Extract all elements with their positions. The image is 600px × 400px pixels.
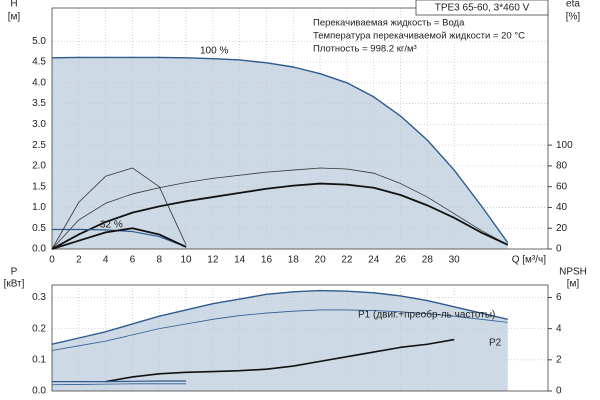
x-tick-label: 12 [207, 255, 219, 266]
x-tick-label: 14 [234, 255, 246, 266]
x-axis-label: Q [м³/ч] [512, 255, 547, 266]
curve [51, 167, 508, 250]
y2-tick-label: 0 [556, 244, 562, 255]
plot-frame [51, 284, 549, 392]
curve [51, 227, 187, 250]
x-tick-label: 6 [130, 255, 136, 266]
x-tick-label: 10 [180, 255, 192, 266]
y2-tick-label: 0 [556, 386, 562, 397]
y2-tick-label: 20 [556, 223, 568, 234]
x-tick-label: 18 [288, 255, 300, 266]
y2-axis-unit: [м] [567, 279, 580, 290]
y-tick-label: 0.2 [32, 323, 46, 334]
curve [51, 383, 187, 386]
x-tick-label: 20 [315, 255, 327, 266]
info-line: Температура перекачиваемой жидкости = 20… [313, 31, 525, 42]
y-tick-label: 0.1 [32, 354, 46, 365]
curve [51, 56, 509, 244]
y2-axis-unit: [%] [566, 12, 581, 23]
y-tick-label: 1.5 [32, 181, 46, 192]
annotation: 100 % [200, 46, 228, 57]
curve [51, 289, 508, 345]
y2-tick-label: 80 [556, 161, 568, 172]
y-axis-label: P [11, 267, 18, 278]
chart-title: TPE3 65-60, 3*460 V [435, 3, 530, 14]
y-tick-label: 3.5 [32, 98, 46, 109]
y-tick-label: 0.3 [32, 292, 46, 303]
y-tick-label: 1.0 [32, 202, 46, 213]
annotation: P2 [489, 338, 502, 349]
y-tick-label: 0.0 [32, 244, 46, 255]
y-tick-label: 5.0 [32, 36, 46, 47]
y2-axis-label: eta [566, 0, 580, 10]
y2-tick-label: 6 [556, 292, 562, 303]
y2-tick-label: 60 [556, 181, 568, 192]
y2-tick-label: 40 [556, 202, 568, 213]
y2-axis-label: NPSH [559, 267, 587, 278]
x-tick-label: 8 [156, 255, 162, 266]
y-tick-label: 3.0 [32, 119, 46, 130]
curve [51, 309, 508, 351]
x-tick-label: 2 [76, 255, 82, 266]
y-tick-label: 0.5 [32, 223, 46, 234]
title-box [415, 0, 549, 16]
y-axis-unit: [кВт] [4, 279, 25, 290]
curve [105, 338, 455, 383]
x-tick-label: 26 [395, 255, 407, 266]
y-tick-label: 4.5 [32, 57, 46, 68]
x-tick-label: 24 [368, 255, 380, 266]
info-line: Плотность = 998.2 кг/м³ [313, 44, 417, 55]
y-tick-label: 2.0 [32, 161, 46, 172]
info-line: Перекачиваемая жидкость = Вода [313, 18, 465, 29]
x-tick-label: 30 [449, 255, 461, 266]
curve [52, 380, 187, 383]
y-tick-label: 4.0 [32, 77, 46, 88]
y-axis-unit: [м] [8, 12, 21, 23]
x-tick-label: 28 [422, 255, 434, 266]
x-tick-label: 16 [261, 255, 273, 266]
y2-tick-label: 4 [556, 323, 562, 334]
y-axis-label: H [10, 0, 17, 10]
x-tick-label: 22 [341, 255, 353, 266]
x-tick-label: 4 [103, 255, 109, 266]
y2-tick-label: 100 [556, 140, 573, 151]
annotation: P1 (двиг.+преобр-ль частоты) [358, 309, 495, 321]
y-tick-label: 2.5 [32, 140, 46, 151]
curve [51, 182, 509, 250]
x-tick-label: 0 [49, 255, 55, 266]
y-tick-label: 0.0 [32, 386, 46, 397]
y2-tick-label: 2 [556, 354, 562, 365]
plot-frame [51, 7, 549, 250]
annotation: 32 % [100, 220, 123, 231]
area [52, 290, 508, 391]
curve [51, 167, 187, 250]
